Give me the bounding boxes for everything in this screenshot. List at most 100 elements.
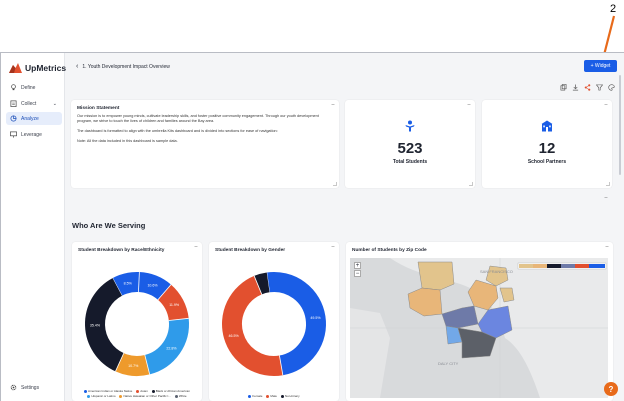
share-icon[interactable] [584,84,591,91]
slice-value-label: 49.5% [310,316,321,320]
help-button[interactable]: ? [604,382,618,396]
lightbulb-icon [11,84,16,91]
more-options-icon[interactable]: ··· [605,244,609,250]
map-place-label: DALY CITY [438,361,459,366]
sidebar-item-label: Analyze [21,115,39,122]
chart-title: Student Breakdown by Gender [215,248,286,253]
slice-separator [279,355,284,376]
dashboard-toolbar [560,84,615,91]
more-options-icon[interactable]: ··· [194,244,198,250]
slice-value-label: 10.7% [128,364,139,368]
back-icon[interactable]: ‹ [76,63,79,70]
student-icon [405,120,415,132]
chart-icon [10,115,17,122]
breadcrumb: ‹ 1. Youth Development Impact Overview [76,63,170,70]
sidebar-item-leverage[interactable]: Leverage [6,128,62,141]
school-partners-label: School Partners [527,159,567,165]
resize-handle[interactable] [606,182,610,186]
resize-handle[interactable] [469,182,473,186]
more-options-icon[interactable]: ··· [604,102,608,108]
gender-donut-chart: 49.5% 46.5% [222,272,326,376]
slice-value-label: 46.5% [229,334,240,338]
gender-chart-card: Student Breakdown by Gender ··· 49.5% 46.… [209,242,339,401]
mission-card: Mission Statement ··· Our mission is to … [71,100,339,188]
slice-value-label: 35.4% [90,324,101,328]
total-students-value: 523 [397,140,423,157]
sidebar-item-define[interactable]: Define [6,81,62,94]
sidebar-item-settings[interactable]: Settings [6,381,62,394]
slice-value-label: 8.5% [124,281,133,285]
donut-slice[interactable] [222,275,283,376]
donut-slice[interactable] [115,352,150,376]
slice-value-label: 22.8% [166,346,177,350]
upmetrics-logo-icon [9,63,22,73]
sidebar-item-collect[interactable]: Collect ⌄ [6,97,62,110]
legend-item[interactable]: White [174,394,187,398]
more-options-icon[interactable]: ··· [331,102,335,108]
donut-slice[interactable] [85,278,125,372]
annotation-number: 2 [610,3,617,15]
kpi-card-schools: ··· 12 School Partners [482,100,612,188]
zip-map-card: Number of Students by Zip Code ··· SAN [346,242,613,401]
slice-separator [144,354,151,375]
filter-icon[interactable] [596,84,603,91]
slice-separator [168,317,189,321]
donut-slice[interactable] [254,272,270,295]
add-widget-button[interactable]: + Widget [584,60,617,72]
brand-name: UpMetrics [25,62,67,73]
chevron-down-icon[interactable]: ⌄ [52,100,57,107]
slice-separator [157,284,172,301]
donut-slice[interactable] [137,272,171,301]
legend-item[interactable]: Female [248,394,262,398]
scrollbar[interactable] [619,75,621,175]
school-icon [541,120,553,132]
chart-title: Student Breakdown by Race/Ethnicity [78,248,165,253]
slice-separator [115,352,125,372]
legend-item[interactable]: Asian [136,389,148,393]
chart-legend: Female Male Non-binary [213,394,335,398]
mission-paragraph: The dashboard is formatted to align with… [77,129,278,133]
map-place-label: SAN FRANCISCO [480,269,513,274]
legend-item[interactable]: Hispanic or Latino [87,394,115,398]
legend-item[interactable]: Male [266,394,277,398]
legend-item[interactable]: American Indian or Alaska Native [84,389,132,393]
race-chart-card: Student Breakdown by Race/Ethnicity ··· … [72,242,202,401]
legend-item[interactable]: Black or African American [151,389,190,393]
slice-value-label: 10.6% [147,283,158,287]
kpi-card-students: ··· 523 Total Students [345,100,475,188]
sidebar-item-label: Define [21,84,36,91]
palette-icon[interactable] [608,84,615,91]
map-zoom-out-button[interactable]: − [354,270,361,277]
total-students-label: Total Students [392,159,428,165]
sidebar-item-label: Settings [21,384,40,391]
school-partners-value: 12 [538,140,556,157]
mission-paragraph: Our mission is to empower young minds, c… [77,114,319,123]
mission-paragraph: Note: All the data included in this dash… [77,139,178,143]
legend-item[interactable]: Non-binary [280,394,300,398]
race-donut-chart: 8.5% 10.6% 11.9% 22.8% 10.7% 35.4% [85,272,189,376]
legend-item[interactable]: Native Hawaiian or Other Pacific I... [119,394,171,398]
donut-slice[interactable] [157,284,189,322]
gear-icon [10,384,17,391]
donut-slice[interactable] [266,272,326,376]
donut-slice[interactable] [112,272,140,296]
resize-handle[interactable] [333,182,337,186]
donut-slice[interactable] [144,318,189,375]
chart-legend: American Indian or Alaska Native Asian B… [76,389,198,398]
mission-text: Our mission is to empower young minds, c… [77,114,331,149]
copy-icon[interactable] [560,84,567,91]
mission-title: Mission Statement [77,106,120,111]
download-icon[interactable] [572,84,579,91]
chart-title: Number of Students by Zip Code [352,248,427,253]
more-options-icon[interactable]: ··· [467,102,471,108]
section-more-options-icon[interactable]: ··· [604,195,608,201]
zip-code-map[interactable]: SAN FRANCISCO DALY CITY [350,258,608,398]
sidebar-item-analyze[interactable]: Analyze [6,112,62,125]
section-title: Who Are We Serving [72,221,146,230]
map-zoom-in-button[interactable]: + [354,262,361,269]
brand-logo[interactable]: UpMetrics [9,62,66,73]
more-options-icon[interactable]: ··· [331,244,335,250]
clipboard-icon [10,100,17,107]
sidebar-item-label: Leverage [21,131,42,138]
slice-separator [253,275,263,295]
